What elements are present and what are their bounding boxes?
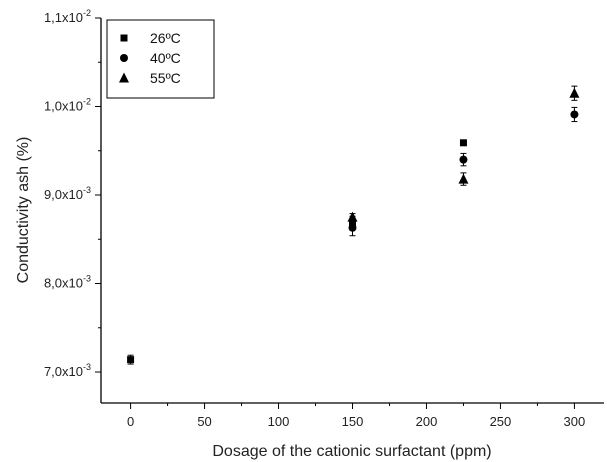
series-square: [127, 139, 467, 365]
legend-label: 26ºC: [150, 30, 181, 46]
y-tick-label: 9,0x10-3: [44, 185, 91, 202]
x-tick-label: 50: [197, 414, 211, 429]
y-axis-title: Conductivity ash (%): [15, 137, 32, 284]
x-tick-label: 200: [416, 414, 438, 429]
legend: 26ºC 40ºC 55ºC: [106, 19, 215, 99]
series-circle: [348, 106, 579, 237]
series-triangle: [347, 85, 580, 222]
data-point-square: [127, 356, 135, 364]
y-tick-mantissa: 8,0x10: [44, 276, 83, 291]
x-tick-label: 300: [564, 414, 586, 429]
data-point-circle: [570, 110, 579, 119]
x-ticks: 0 50 100 150 200 250 300: [127, 403, 585, 429]
data-point-square: [459, 139, 467, 147]
y-tick-mantissa: 7,0x10: [44, 364, 83, 379]
y-tick-exponent: -3: [83, 274, 91, 284]
y-ticks: 7,0x10-38,0x10-39,0x10-31,0x10-21,1x10-2: [44, 8, 101, 379]
y-tick-mantissa: 1,1x10: [44, 10, 83, 25]
legend-label: 40ºC: [150, 50, 181, 66]
y-tick-exponent: -2: [83, 97, 91, 107]
y-tick-label: 1,1x10-2: [44, 8, 91, 25]
y-tick-mantissa: 9,0x10: [44, 187, 83, 202]
x-tick-label: 150: [342, 414, 364, 429]
y-tick-label: 8,0x10-3: [44, 274, 91, 291]
x-axis-title: Dosage of the cationic surfactant (ppm): [212, 443, 491, 460]
y-tick-label: 7,0x10-3: [44, 362, 91, 379]
legend-items: 26ºC 40ºC 55ºC: [119, 30, 181, 86]
data-point-circle: [348, 223, 357, 232]
x-tick-label: 100: [268, 414, 290, 429]
legend-label: 55ºC: [150, 70, 181, 86]
y-tick-exponent: -3: [83, 185, 91, 195]
x-tick-label: 0: [127, 414, 134, 429]
data-point-triangle: [458, 173, 469, 184]
y-tick-mantissa: 1,0x10: [44, 99, 83, 114]
data-points: [127, 85, 580, 365]
y-tick-exponent: -2: [83, 8, 91, 18]
legend-marker-square: [120, 34, 128, 42]
x-tick-label: 250: [490, 414, 512, 429]
data-point-triangle: [347, 211, 358, 222]
y-tick-label: 1,0x10-2: [44, 97, 91, 114]
data-point-circle: [459, 155, 468, 164]
legend-marker-circle: [120, 54, 128, 62]
legend-marker-triangle: [119, 72, 129, 83]
data-point-triangle: [569, 87, 580, 98]
y-tick-exponent: -3: [83, 362, 91, 372]
